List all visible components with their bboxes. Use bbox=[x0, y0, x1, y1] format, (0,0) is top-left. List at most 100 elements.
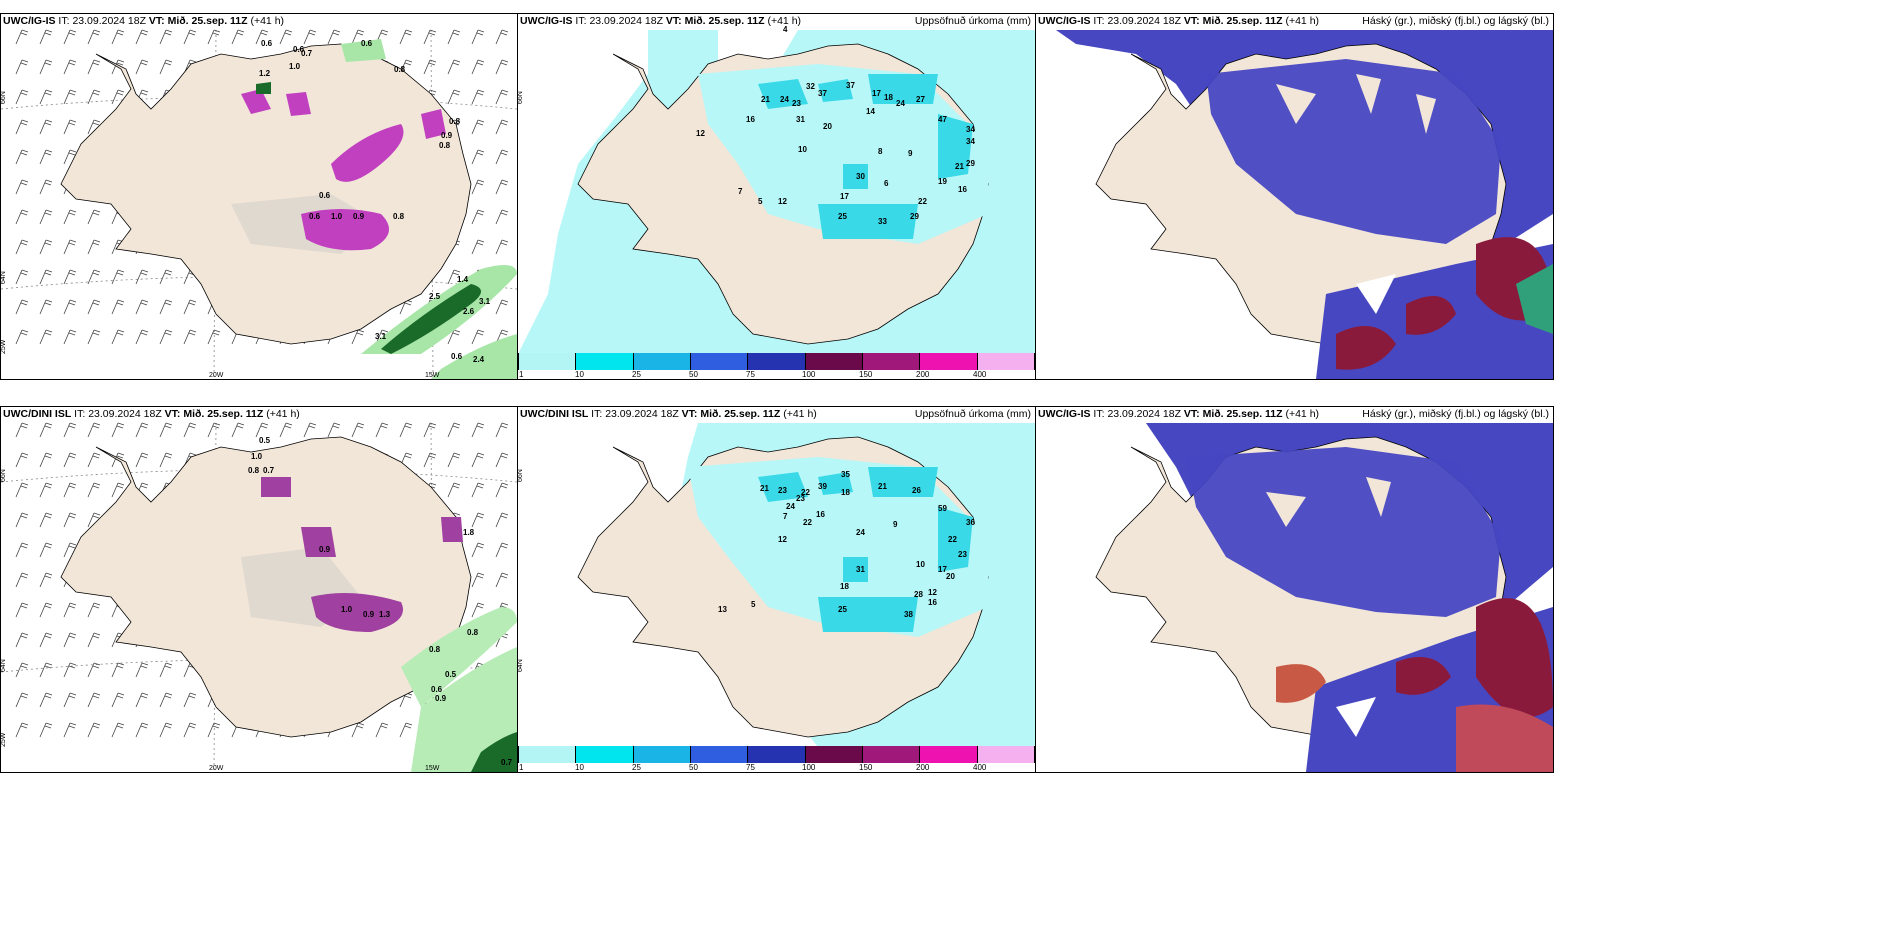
wind-barb bbox=[16, 120, 28, 134]
wind-barb bbox=[160, 300, 172, 314]
wind-barb bbox=[184, 423, 196, 437]
svg-text:20: 20 bbox=[946, 572, 955, 581]
wind-barb bbox=[472, 453, 484, 467]
wind-barb bbox=[40, 210, 52, 224]
svg-text:21: 21 bbox=[878, 482, 887, 491]
wind-barb bbox=[112, 330, 124, 344]
wind-barb bbox=[160, 270, 172, 284]
svg-text:0.8: 0.8 bbox=[467, 628, 479, 637]
svg-text:66N: 66N bbox=[518, 91, 524, 104]
wind-barb bbox=[64, 423, 76, 437]
wind-barb bbox=[40, 150, 52, 164]
wind-barb bbox=[64, 120, 76, 134]
svg-text:2.6: 2.6 bbox=[463, 307, 475, 316]
wind-barb bbox=[16, 423, 28, 437]
svg-text:15W: 15W bbox=[425, 372, 440, 379]
wind-barb bbox=[16, 150, 28, 164]
svg-text:0.9: 0.9 bbox=[319, 545, 331, 554]
wind-barb bbox=[16, 30, 28, 44]
wind-barb bbox=[400, 723, 412, 737]
precip-map-bottom: 66N 64N 353921 23 2621 242223 221618 5936… bbox=[518, 407, 1035, 747]
wind-barb bbox=[64, 513, 76, 527]
svg-text:17: 17 bbox=[872, 89, 881, 98]
wind-barb bbox=[496, 90, 508, 104]
wind-barb bbox=[16, 543, 28, 557]
wind-barb bbox=[184, 723, 196, 737]
svg-text:24: 24 bbox=[896, 99, 905, 108]
wind-barb bbox=[40, 240, 52, 254]
wind-barb bbox=[424, 30, 436, 44]
panel-bottom-middle: UWC/DINI ISL IT: 23.09.2024 18Z VT: Mið.… bbox=[517, 406, 1036, 773]
wind-barb bbox=[472, 180, 484, 194]
wind-barb bbox=[208, 423, 220, 437]
svg-text:37: 37 bbox=[846, 81, 855, 90]
wind-barb bbox=[40, 603, 52, 617]
wind-barb bbox=[112, 423, 124, 437]
svg-text:5: 5 bbox=[751, 600, 756, 609]
svg-text:0.9: 0.9 bbox=[363, 610, 375, 619]
precip-map-top: 66N 373237 21 24 23 17 1824 273120 473434 2… bbox=[518, 14, 1035, 354]
wind-barb bbox=[16, 573, 28, 587]
wind-barb bbox=[160, 693, 172, 707]
panel-top-right: UWC/IG-IS IT: 23.09.2024 18Z VT: Mið. 25… bbox=[1035, 13, 1554, 380]
svg-text:12: 12 bbox=[778, 197, 787, 206]
svg-text:39: 39 bbox=[818, 482, 827, 491]
wind-barb bbox=[136, 330, 148, 344]
wind-barb bbox=[64, 240, 76, 254]
svg-text:1.0: 1.0 bbox=[331, 212, 343, 221]
svg-text:1.0: 1.0 bbox=[251, 452, 263, 461]
svg-text:8: 8 bbox=[878, 147, 883, 156]
wind-barb bbox=[40, 573, 52, 587]
wind-barb bbox=[64, 603, 76, 617]
wind-barb bbox=[160, 423, 172, 437]
svg-text:1.0: 1.0 bbox=[341, 605, 353, 614]
wind-barb bbox=[40, 120, 52, 134]
svg-text:29: 29 bbox=[966, 159, 975, 168]
wind-barb bbox=[88, 210, 100, 224]
wind-barb bbox=[40, 30, 52, 44]
svg-text:7: 7 bbox=[783, 512, 788, 521]
wind-barb bbox=[136, 423, 148, 437]
svg-text:23: 23 bbox=[796, 494, 805, 503]
wind-barb bbox=[16, 513, 28, 527]
svg-text:64N: 64N bbox=[1, 271, 7, 284]
svg-text:59: 59 bbox=[938, 504, 947, 513]
wind-barb bbox=[16, 300, 28, 314]
wind-barb bbox=[136, 300, 148, 314]
wind-barb bbox=[40, 60, 52, 74]
svg-text:64N: 64N bbox=[1, 659, 7, 672]
colorbar-labels: 1 10 25 50 75 100 150 200 400 bbox=[518, 370, 1035, 379]
svg-text:25W: 25W bbox=[1, 339, 7, 354]
svg-text:21: 21 bbox=[760, 484, 769, 493]
wind-barb bbox=[40, 180, 52, 194]
wind-barb bbox=[496, 513, 508, 527]
svg-text:23: 23 bbox=[778, 486, 787, 495]
svg-text:22: 22 bbox=[803, 518, 812, 527]
svg-text:31: 31 bbox=[796, 115, 805, 124]
wind-barb bbox=[496, 483, 508, 497]
wind-barb bbox=[16, 240, 28, 254]
colorbar-labels: 1 10 25 50 75 100 150 200 400 bbox=[518, 763, 1035, 772]
svg-text:13: 13 bbox=[718, 605, 727, 614]
wind-barb bbox=[472, 513, 484, 527]
wind-barb bbox=[136, 693, 148, 707]
wind-barb bbox=[16, 180, 28, 194]
wind-barb bbox=[40, 300, 52, 314]
wind-barb bbox=[40, 330, 52, 344]
wind-barb bbox=[88, 270, 100, 284]
svg-text:16: 16 bbox=[746, 115, 755, 124]
wind-barb bbox=[136, 723, 148, 737]
wind-barb bbox=[64, 300, 76, 314]
svg-text:10: 10 bbox=[798, 145, 807, 154]
svg-text:34: 34 bbox=[966, 125, 975, 134]
wind-barb bbox=[400, 423, 412, 437]
wind-barb bbox=[496, 573, 508, 587]
wind-barb bbox=[160, 453, 172, 467]
svg-text:37: 37 bbox=[818, 89, 827, 98]
wind-barb bbox=[160, 30, 172, 44]
wind-barb bbox=[184, 693, 196, 707]
wind-barb bbox=[472, 120, 484, 134]
wind-barb bbox=[16, 483, 28, 497]
svg-text:25W: 25W bbox=[1, 732, 7, 747]
wind-map-bottom: 66N 64N 25W 20W 15W 0.5 1.0 0.8 0.7 0.9 … bbox=[1, 407, 517, 772]
